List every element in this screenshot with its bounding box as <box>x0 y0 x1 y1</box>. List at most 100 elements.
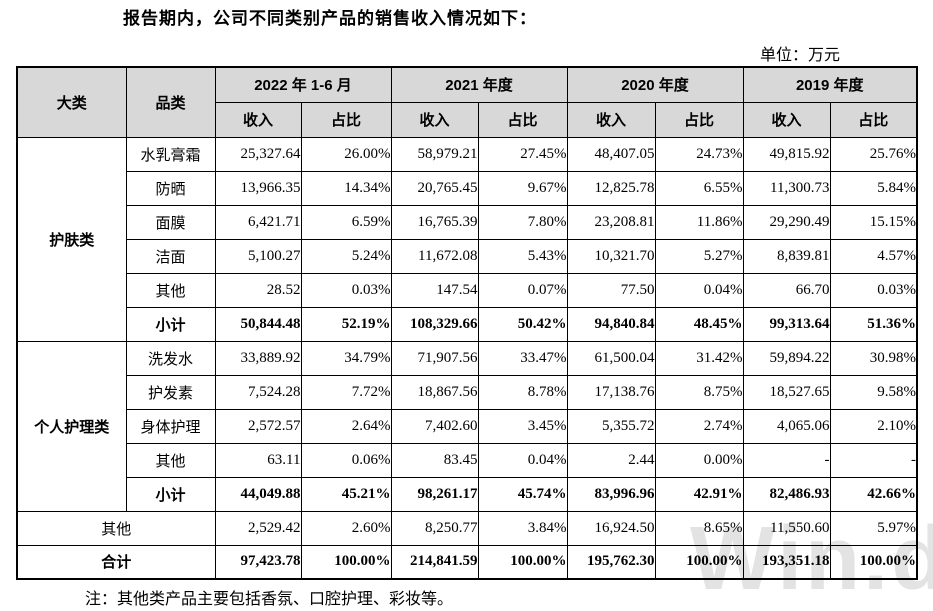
total-row: 合计 97,423.78 100.00% 214,841.59 100.00% … <box>16 544 918 580</box>
share-cell: 2.74% <box>654 408 744 444</box>
share-cell: 6.55% <box>654 170 744 206</box>
share-cell: 31.42% <box>654 340 744 376</box>
share-cell: 42.66% <box>829 476 918 512</box>
revenue-cell: 8,839.81 <box>742 238 831 274</box>
share-cell: 5.24% <box>300 238 392 274</box>
share-cell: 24.73% <box>654 136 744 172</box>
share-cell: 5.84% <box>829 170 918 206</box>
revenue-cell: 97,423.78 <box>214 544 302 580</box>
revenue-cell: 4,065.06 <box>742 408 831 444</box>
share-cell: 11.86% <box>654 204 744 240</box>
footnote: 注：其他类产品主要包括香氛、口腔护理、彩妆等。 <box>85 591 454 608</box>
other-category-row: 其他 2,529.42 2.60% 8,250.77 3.84% 16,924.… <box>16 510 918 546</box>
share-cell: 2.64% <box>300 408 392 444</box>
revenue-cell: 147.54 <box>390 272 479 308</box>
share-cell: 0.06% <box>300 442 392 478</box>
subtotal-row-skincare: 小计 50,844.48 52.19% 108,329.66 50.42% 94… <box>17 306 918 342</box>
revenue-cell: 23,208.81 <box>566 204 656 240</box>
revenue-cell: 7,402.60 <box>390 408 479 444</box>
revenue-cell: 5,355.72 <box>566 408 656 444</box>
revenue-cell: 13,966.35 <box>214 170 302 206</box>
share-cell: 51.36% <box>829 306 918 342</box>
revenue-cell: 11,672.08 <box>390 238 479 274</box>
share-cell: 2.60% <box>300 510 392 546</box>
share-cell: 14.34% <box>300 170 392 206</box>
header-share: 占比 <box>829 101 918 138</box>
revenue-cell: 83.45 <box>390 442 479 478</box>
revenue-cell: 63.11 <box>214 442 302 478</box>
share-cell: 27.45% <box>477 136 568 172</box>
share-cell: 8.78% <box>477 374 568 410</box>
share-cell: 100.00% <box>654 544 744 580</box>
header-revenue: 收入 <box>566 101 656 138</box>
table-row: 其他 63.11 0.06% 83.45 0.04% 2.44 0.00% - … <box>17 442 918 478</box>
revenue-cell: 28.52 <box>214 272 302 308</box>
table-row: 其他 28.52 0.03% 147.54 0.07% 77.50 0.04% … <box>17 272 918 308</box>
revenue-cell: 16,765.39 <box>390 204 479 240</box>
share-cell: 5.97% <box>829 510 918 546</box>
share-cell: 25.76% <box>829 136 918 172</box>
share-cell: 100.00% <box>477 544 568 580</box>
revenue-cell: 66.70 <box>742 272 831 308</box>
share-cell: 0.03% <box>829 272 918 308</box>
revenue-cell: 71,907.56 <box>390 340 479 376</box>
header-period-2019: 2019 年度 <box>742 66 918 103</box>
table-row: 洁面 5,100.27 5.24% 11,672.08 5.43% 10,321… <box>17 238 918 274</box>
revenue-cell: 10,321.70 <box>566 238 656 274</box>
row-label: 小计 <box>125 476 216 512</box>
header-period-2021: 2021 年度 <box>390 66 568 103</box>
revenue-cell: 214,841.59 <box>390 544 479 580</box>
revenue-cell: 7,524.28 <box>214 374 302 410</box>
revenue-cell: 58,979.21 <box>390 136 479 172</box>
share-cell: 42.91% <box>654 476 744 512</box>
share-cell: 33.47% <box>477 340 568 376</box>
row-label: 水乳膏霜 <box>125 136 216 172</box>
revenue-cell: 11,550.60 <box>742 510 831 546</box>
share-cell: 100.00% <box>300 544 392 580</box>
revenue-cell: 33,889.92 <box>214 340 302 376</box>
share-cell: 0.04% <box>654 272 744 308</box>
header-share: 占比 <box>477 101 568 138</box>
share-cell: 45.74% <box>477 476 568 512</box>
revenue-cell: 29,290.49 <box>742 204 831 240</box>
revenue-cell: 5,100.27 <box>214 238 302 274</box>
share-cell: 34.79% <box>300 340 392 376</box>
table-row: 护发素 7,524.28 7.72% 18,867.56 8.78% 17,13… <box>17 374 918 410</box>
share-cell: 5.27% <box>654 238 744 274</box>
unit-label: 单位：万元 <box>760 47 841 64</box>
header-period-2020: 2020 年度 <box>566 66 744 103</box>
revenue-cell: 12,825.78 <box>566 170 656 206</box>
row-label: 洁面 <box>125 238 216 274</box>
revenue-cell: 59,894.22 <box>742 340 831 376</box>
table-row: 身体护理 2,572.57 2.64% 7,402.60 3.45% 5,355… <box>17 408 918 444</box>
row-label: 身体护理 <box>125 408 216 444</box>
row-label: 其他 <box>16 510 216 546</box>
header-share: 占比 <box>654 101 744 138</box>
row-label: 小计 <box>125 306 216 342</box>
share-cell: - <box>829 442 918 478</box>
revenue-by-category-table: 大类 品类 2022 年 1-6 月 2021 年度 2020 年度 2019 … <box>16 66 918 580</box>
revenue-cell: 18,527.65 <box>742 374 831 410</box>
category-personal-care: 个人护理类 <box>16 340 127 512</box>
row-label: 洗发水 <box>125 340 216 376</box>
revenue-cell: 11,300.73 <box>742 170 831 206</box>
share-cell: 7.80% <box>477 204 568 240</box>
share-cell: 6.59% <box>300 204 392 240</box>
revenue-cell: 6,421.71 <box>214 204 302 240</box>
row-label: 其他 <box>125 272 216 308</box>
header-category: 大类 <box>16 66 127 138</box>
page-title: 报告期内，公司不同类别产品的销售收入情况如下： <box>123 9 537 28</box>
share-cell: 8.65% <box>654 510 744 546</box>
table-row: 护肤类 水乳膏霜 25,327.64 26.00% 58,979.21 27.4… <box>16 136 918 342</box>
revenue-cell: 98,261.17 <box>390 476 479 512</box>
revenue-cell: 2.44 <box>566 442 656 478</box>
row-label: 其他 <box>125 442 216 478</box>
share-cell: 7.72% <box>300 374 392 410</box>
revenue-cell: 61,500.04 <box>566 340 656 376</box>
header-revenue: 收入 <box>742 101 831 138</box>
share-cell: 26.00% <box>300 136 392 172</box>
revenue-cell: 20,765.45 <box>390 170 479 206</box>
revenue-cell: 8,250.77 <box>390 510 479 546</box>
header-row-measures: 收入 占比 收入 占比 收入 占比 收入 占比 <box>17 101 918 138</box>
share-cell: 30.98% <box>829 340 918 376</box>
